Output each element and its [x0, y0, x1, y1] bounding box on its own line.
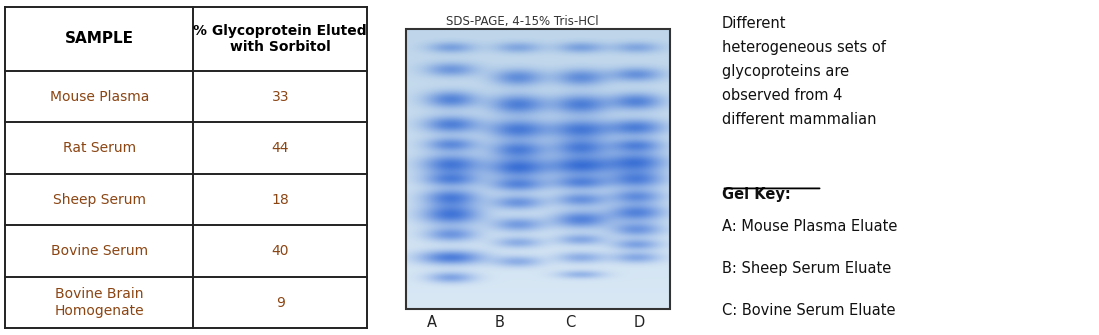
Text: D: D [633, 316, 644, 330]
Text: Mouse Plasma: Mouse Plasma [49, 90, 149, 104]
Text: C: Bovine Serum Eluate: C: Bovine Serum Eluate [722, 303, 896, 318]
Text: 40: 40 [271, 244, 289, 258]
Text: 44: 44 [271, 141, 289, 155]
Text: 9: 9 [276, 295, 285, 310]
Text: Bovine Brain
Homogenate: Bovine Brain Homogenate [55, 287, 144, 318]
Text: % Glycoprotein Eluted
with Sorbitol: % Glycoprotein Eluted with Sorbitol [193, 24, 367, 54]
Text: Rat Serum: Rat Serum [63, 141, 136, 155]
Text: C: C [566, 316, 576, 330]
Text: SDS-PAGE, 4-15% Tris-HCl: SDS-PAGE, 4-15% Tris-HCl [446, 15, 599, 28]
Text: Sheep Serum: Sheep Serum [53, 193, 146, 207]
Text: Gel Key:: Gel Key: [722, 187, 790, 202]
Text: B: Sheep Serum Eluate: B: Sheep Serum Eluate [722, 261, 891, 276]
Text: Different
heterogeneous sets of
glycoproteins are
observed from 4
different mamm: Different heterogeneous sets of glycopro… [722, 16, 886, 127]
Text: 18: 18 [271, 193, 289, 207]
Text: A: A [426, 316, 436, 330]
Text: A: Mouse Plasma Eluate: A: Mouse Plasma Eluate [722, 219, 897, 234]
Bar [406, 29, 670, 309]
Text: Bovine Serum: Bovine Serum [51, 244, 148, 258]
Text: B: B [495, 316, 504, 330]
Text: 33: 33 [271, 90, 289, 104]
Text: SAMPLE: SAMPLE [65, 31, 134, 46]
